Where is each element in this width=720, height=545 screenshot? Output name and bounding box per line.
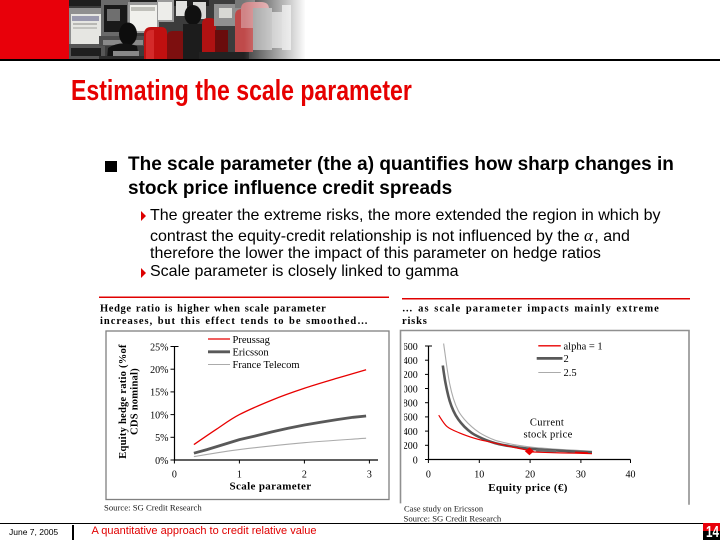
svg-text:France Telecom: France Telecom	[233, 360, 300, 371]
svg-text:Case study on Ericsson: Case study on Ericsson	[404, 504, 484, 514]
svg-text:10%: 10%	[150, 410, 168, 421]
svg-text:0%: 0%	[155, 456, 168, 467]
svg-text:200: 200	[403, 441, 418, 452]
svg-text:20: 20	[525, 470, 535, 481]
svg-text:alpha = 1: alpha = 1	[564, 341, 603, 352]
svg-text:30: 30	[576, 470, 586, 481]
svg-text:2: 2	[302, 470, 307, 481]
svg-text:Ericsson: Ericsson	[233, 348, 270, 359]
svg-text:3: 3	[367, 470, 372, 481]
svg-text:1: 1	[237, 470, 242, 481]
svg-text:10: 10	[474, 470, 484, 481]
svg-text:Hedge ratio is higher when sca: Hedge ratio is higher when scale paramet…	[100, 304, 326, 315]
svg-text:25%: 25%	[150, 342, 168, 353]
svg-text:risks: risks	[402, 316, 428, 327]
svg-text:Equity hedge ratio (%of: Equity hedge ratio (%of	[118, 344, 129, 459]
svg-text:… as scale parameter impacts m: … as scale parameter impacts mainly extr…	[402, 304, 660, 315]
svg-text:0: 0	[426, 470, 431, 481]
svg-text:0: 0	[413, 455, 418, 466]
svg-text:Current: Current	[530, 418, 564, 429]
svg-text:1,000: 1,000	[395, 384, 418, 395]
svg-text:2.5: 2.5	[564, 368, 577, 379]
svg-text:15%: 15%	[150, 388, 168, 399]
svg-text:20%: 20%	[150, 365, 168, 376]
svg-text:600: 600	[403, 413, 418, 424]
svg-text:400: 400	[403, 427, 418, 438]
svg-text:Source: SG Credit Research: Source: SG Credit Research	[104, 503, 202, 513]
svg-text:CDS nominal): CDS nominal)	[130, 368, 141, 435]
svg-text:2: 2	[564, 354, 569, 365]
svg-text:0: 0	[172, 470, 177, 481]
svg-text:40: 40	[626, 470, 636, 481]
svg-text:1,600: 1,600	[395, 342, 418, 353]
svg-text:Preussag: Preussag	[233, 335, 271, 346]
svg-text:Scale parameter: Scale parameter	[230, 481, 312, 493]
svg-text:increases, but this effect ten: increases, but this effect tends to be s…	[100, 316, 369, 327]
svg-text:800: 800	[403, 399, 418, 410]
svg-text:1,200: 1,200	[395, 370, 418, 381]
svg-text:Equity price (€): Equity price (€)	[488, 482, 568, 494]
svg-text:stock price: stock price	[523, 430, 572, 441]
svg-text:1,400: 1,400	[395, 356, 418, 367]
svg-text:5%: 5%	[155, 433, 168, 444]
